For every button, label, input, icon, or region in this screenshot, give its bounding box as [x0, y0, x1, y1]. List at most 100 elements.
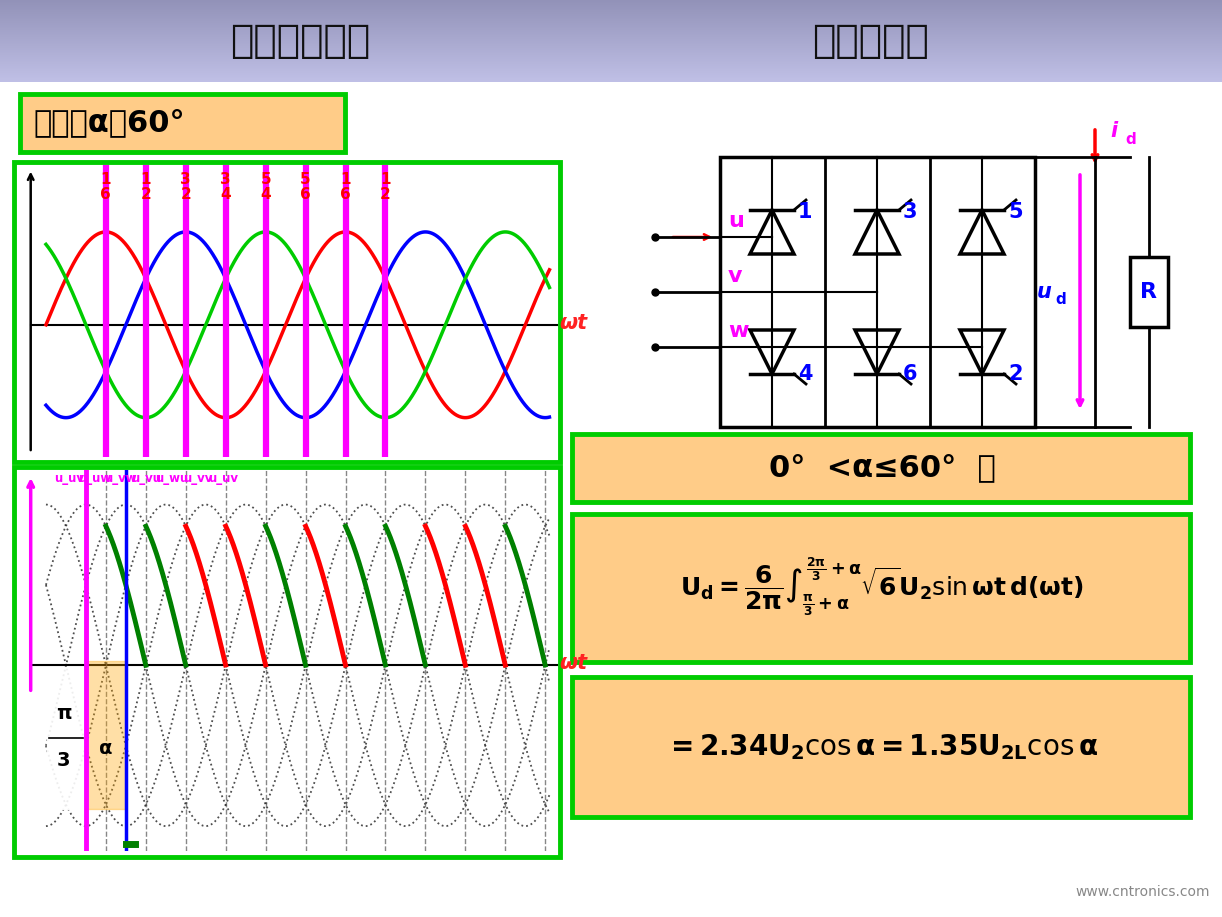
Text: 6: 6 [100, 187, 111, 203]
Bar [0, 57, 1222, 58]
Text: 6: 6 [340, 187, 351, 203]
FancyBboxPatch shape [572, 514, 1190, 662]
Text: 1: 1 [380, 171, 391, 187]
Bar [0, 3, 1222, 4]
Text: u_vw: u_vw [104, 472, 137, 485]
Bar [0, 64, 1222, 66]
Text: 6: 6 [903, 364, 918, 384]
FancyBboxPatch shape [13, 467, 560, 857]
Bar [0, 28, 1222, 30]
Bar [0, 54, 1222, 56]
Bar [0, 42, 1222, 44]
Bar [0, 74, 1222, 76]
Bar [0, 41, 1222, 43]
Bar [0, 9, 1222, 11]
Text: u_uw: u_uw [78, 472, 111, 485]
Bar [0, 25, 1222, 26]
Bar [0, 58, 1222, 59]
Text: w: w [728, 321, 749, 341]
Text: 6: 6 [301, 187, 310, 203]
Bar [0, 6, 1222, 7]
Bar [0, 81, 1222, 82]
Bar [0, 13, 1222, 14]
Bar [0, 61, 1222, 62]
Bar [0, 39, 1222, 40]
Bar [0, 51, 1222, 53]
Bar [0, 61, 1222, 63]
Bar [0, 27, 1222, 28]
Bar [0, 20, 1222, 22]
Bar [0, 45, 1222, 46]
Bar [0, 21, 1222, 23]
Text: α: α [99, 739, 112, 758]
Bar [0, 28, 1222, 29]
Text: 5: 5 [1008, 202, 1023, 222]
Bar [0, 72, 1222, 73]
Bar [0, 38, 1222, 39]
Bar [0, 36, 1222, 37]
FancyBboxPatch shape [572, 434, 1190, 502]
Bar [0, 62, 1222, 64]
FancyBboxPatch shape [572, 677, 1190, 817]
Bar [0, 80, 1222, 81]
Bar [0, 48, 1222, 49]
Text: 4: 4 [220, 187, 231, 203]
Text: ωt: ωt [558, 654, 587, 673]
Bar [0, 6, 1222, 8]
Bar [48, 668, 84, 809]
Bar [0, 35, 1222, 36]
Bar [0, 8, 1222, 10]
Bar [0, 23, 1222, 24]
Bar [0, 7, 1222, 9]
Bar [0, 12, 1222, 13]
Bar [0, 46, 1222, 47]
Bar [0, 69, 1222, 70]
Bar [0, 16, 1222, 17]
Bar [0, 32, 1222, 34]
FancyBboxPatch shape [13, 162, 560, 462]
Text: ωt: ωt [558, 313, 587, 333]
Text: 1: 1 [340, 171, 351, 187]
Bar [0, 14, 1222, 15]
Bar [0, 5, 1222, 6]
Text: $\mathbf{U_d = \dfrac{6}{2\pi}\int_{\frac{\pi}{3}+\alpha}^{\frac{2\pi}{3}+\alpha: $\mathbf{U_d = \dfrac{6}{2\pi}\int_{\fra… [681, 556, 1084, 618]
Text: i: i [1110, 121, 1117, 141]
Bar [720, 157, 1035, 427]
Text: 2: 2 [141, 187, 152, 203]
Text: 2: 2 [380, 187, 391, 203]
Bar [0, 78, 1222, 79]
Text: u_uv: u_uv [208, 472, 238, 485]
Bar [0, 67, 1222, 68]
Text: 电阻性负载: 电阻性负载 [811, 22, 929, 60]
Text: 3: 3 [220, 171, 231, 187]
Text: 1: 1 [141, 171, 152, 187]
Text: R: R [1140, 282, 1157, 302]
Text: u_uv: u_uv [54, 472, 84, 485]
Bar [0, 18, 1222, 20]
Bar [0, 37, 1222, 38]
Text: u: u [1037, 282, 1052, 302]
Bar [0, 17, 1222, 18]
Bar [1130, 257, 1168, 327]
Text: www.cntronics.com: www.cntronics.com [1075, 885, 1210, 899]
Bar [0, 43, 1222, 45]
Bar [0, 75, 1222, 77]
Bar [0, 4, 1222, 5]
Bar [0, 24, 1222, 25]
Bar [0, 39, 1222, 41]
Text: π: π [56, 704, 72, 724]
Text: 4: 4 [260, 187, 271, 203]
Bar [0, 65, 1222, 67]
Text: $\mathbf{= 2.34U_2\cos\alpha = 1.35U_{2L}\cos\alpha}$: $\mathbf{= 2.34U_2\cos\alpha = 1.35U_{2L… [666, 732, 1099, 762]
Bar [0, 31, 1222, 33]
Bar [0, 73, 1222, 75]
Bar [0, 60, 1222, 61]
Text: 2: 2 [1008, 364, 1023, 384]
Text: d: d [1056, 293, 1066, 307]
Text: 3: 3 [57, 750, 71, 769]
Bar [0, 53, 1222, 55]
Bar [0, 71, 1222, 72]
Bar [0, 26, 1222, 27]
Text: 控制角α＝60°: 控制角α＝60° [33, 108, 185, 138]
Text: 4: 4 [798, 364, 813, 384]
